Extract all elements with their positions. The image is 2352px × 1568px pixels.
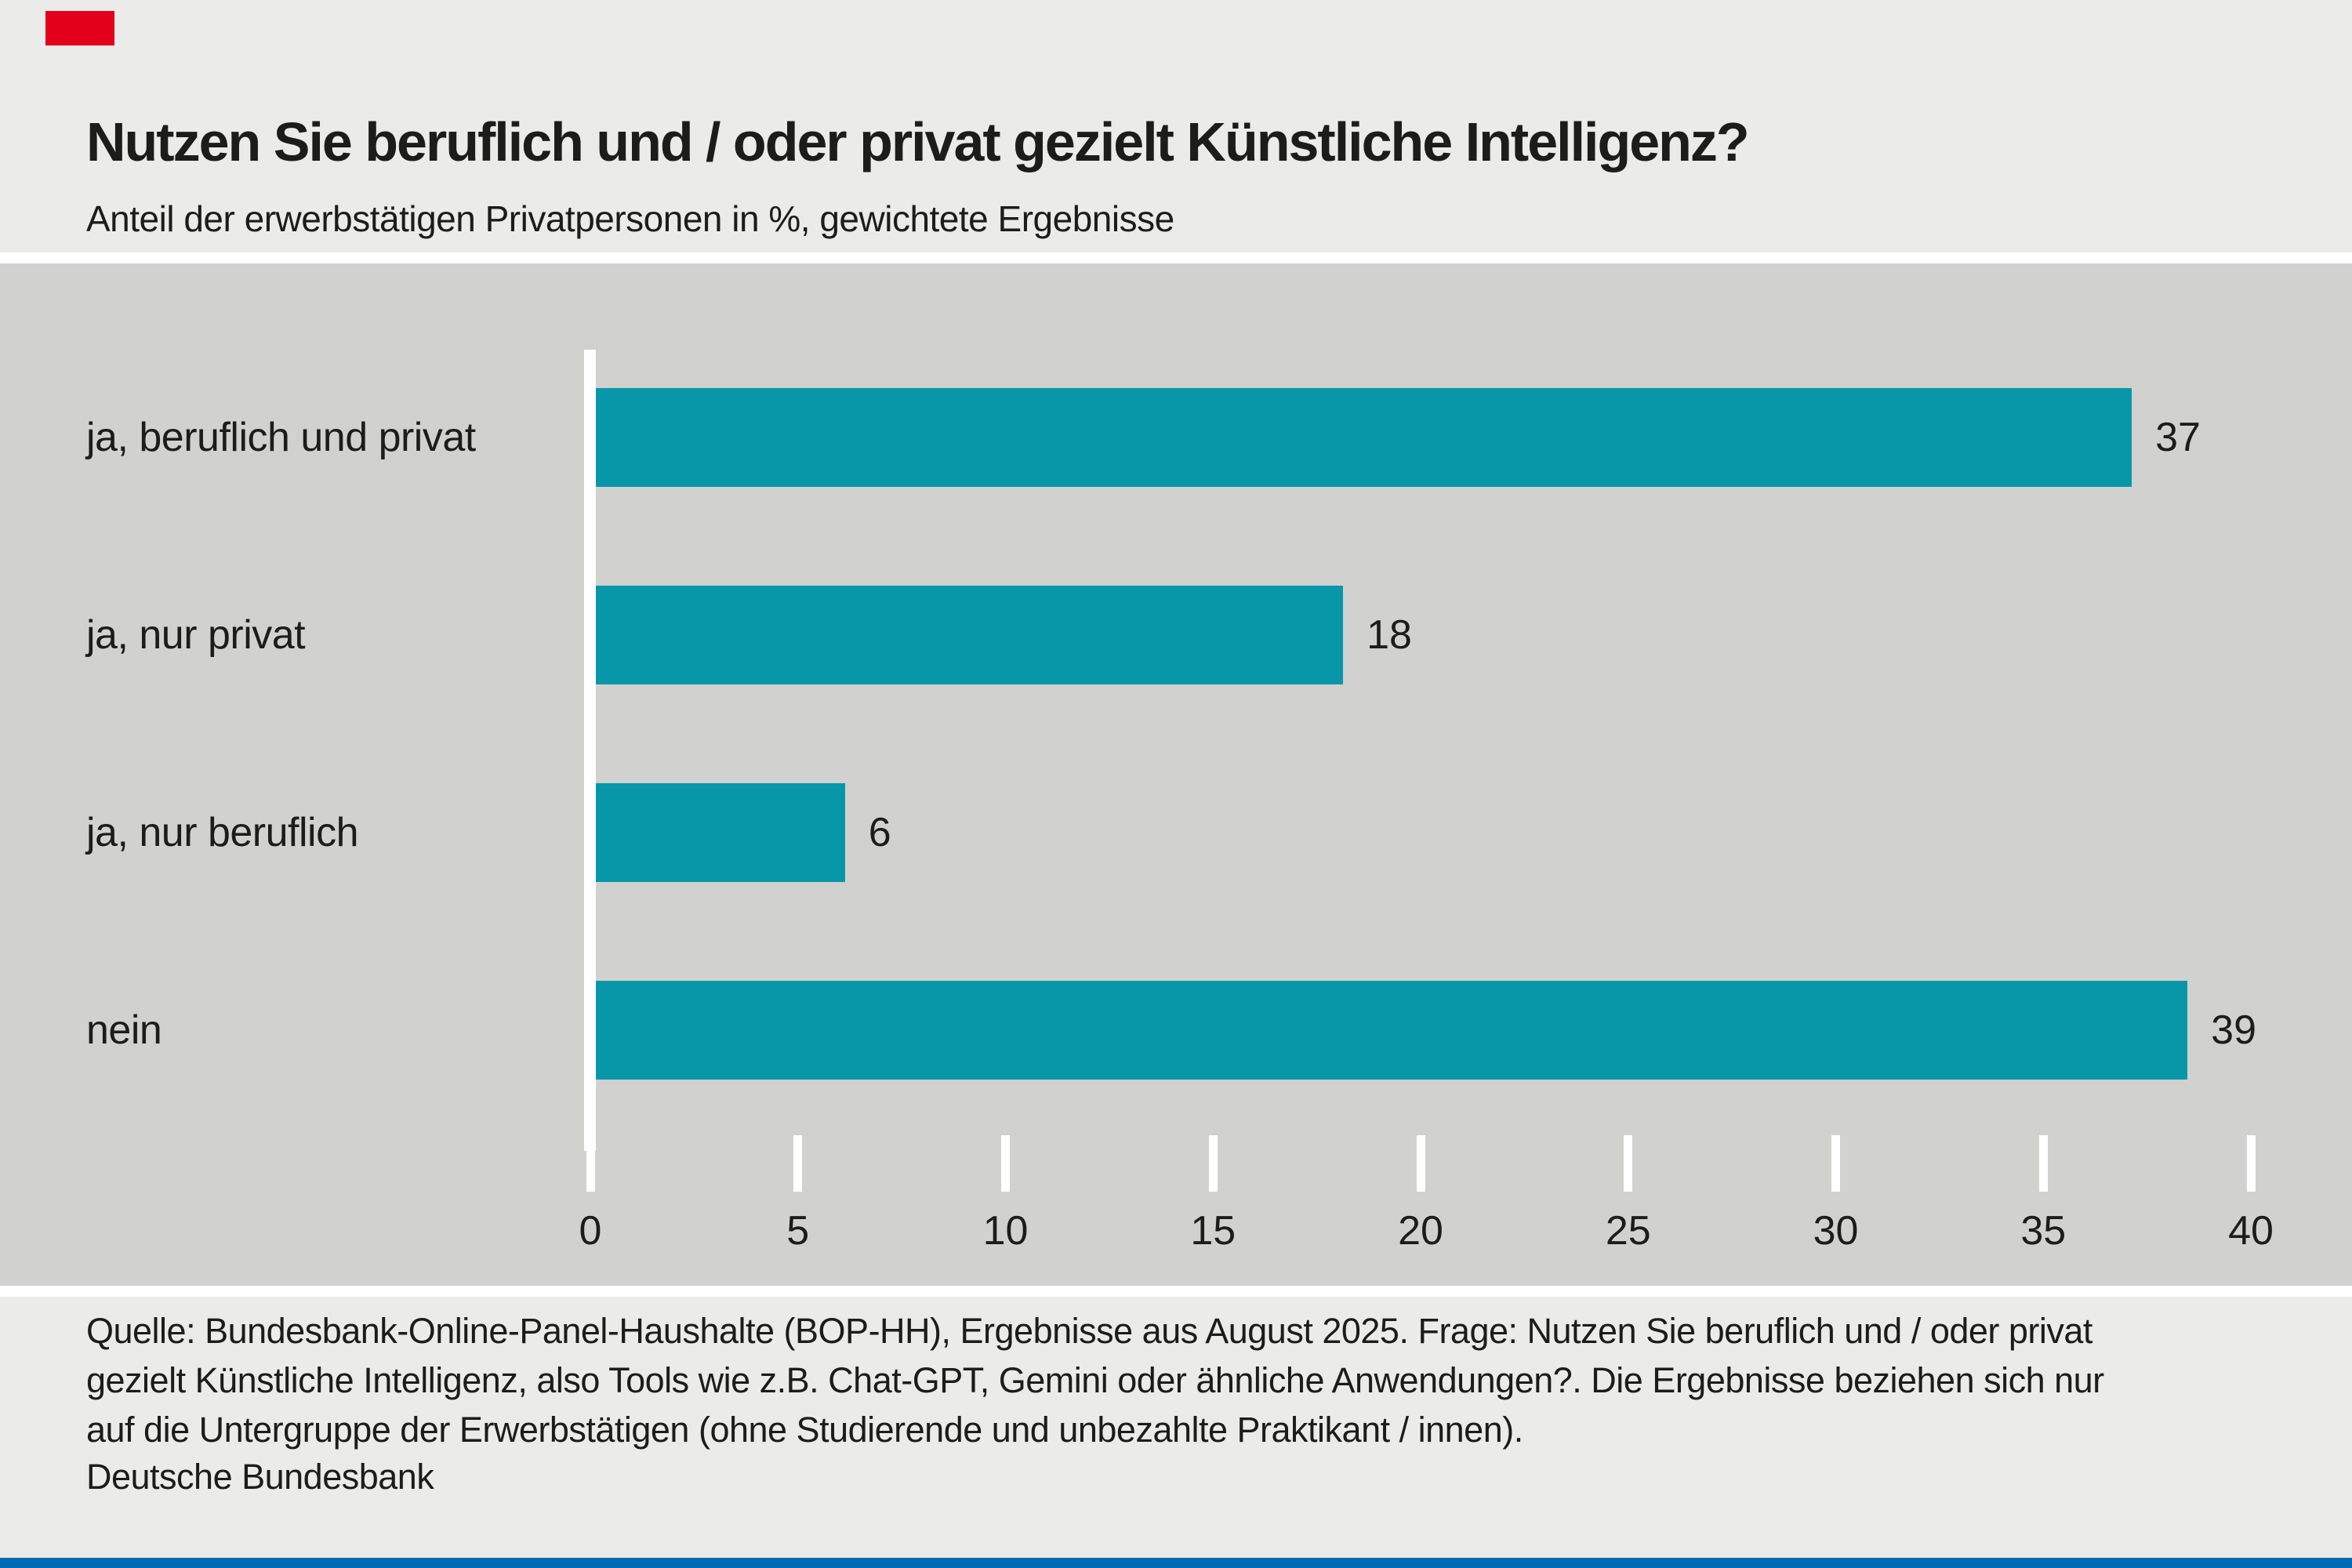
bar-row-3: ja, nur beruflich 6: [0, 783, 2352, 882]
x-axis-tick: 25: [1605, 1135, 1652, 1254]
tick-mark: [1001, 1135, 1010, 1192]
bar-track: 18: [596, 586, 2256, 684]
category-label: ja, nur beruflich: [86, 810, 359, 855]
x-axis-tick: 30: [1813, 1135, 1860, 1254]
plot-area: ja, beruflich und privat 37 ja, nur priv…: [0, 263, 2352, 1286]
tick-label: 35: [2020, 1208, 2067, 1254]
x-axis-tick: 15: [1189, 1135, 1236, 1254]
category-label: ja, beruflich und privat: [86, 415, 476, 460]
publisher-label: Deutsche Bundesbank: [86, 1457, 434, 1497]
x-axis-tick: 35: [2020, 1135, 2067, 1254]
tick-label: 0: [579, 1208, 602, 1254]
source-text-line: Quelle: Bundesbank-Online-Panel-Haushalt…: [86, 1311, 2092, 1351]
x-axis: 0 5 10 15 20 25 30 35: [567, 1135, 2274, 1254]
tick-mark: [1624, 1135, 1633, 1192]
chart-subtitle: Anteil der erwerbstätigen Privatpersonen…: [86, 198, 1174, 239]
bar: [596, 981, 2188, 1080]
value-label: 6: [868, 810, 891, 855]
tick-label: 25: [1605, 1208, 1651, 1254]
bar: [596, 783, 845, 882]
tick-label: 5: [786, 1208, 810, 1254]
x-axis-tick: 5: [775, 1135, 822, 1254]
x-axis-tick: 10: [982, 1135, 1029, 1254]
tick-mark: [586, 1135, 595, 1192]
bar: [596, 586, 1344, 684]
y-axis-line: [584, 350, 596, 1151]
bottom-accent-bar: [0, 1558, 2352, 1568]
bar-track: 6: [596, 783, 2256, 882]
bar: [596, 388, 2132, 487]
tick-label: 15: [1190, 1208, 1236, 1254]
tick-mark: [1208, 1135, 1218, 1192]
plot-footer-divider: [0, 1286, 2352, 1297]
source-text: Quelle: Bundesbank-Online-Panel-Haushalt…: [86, 1306, 2104, 1454]
tick-mark: [2246, 1135, 2256, 1192]
tick-label: 10: [982, 1208, 1029, 1254]
value-label: 39: [2211, 1007, 2256, 1053]
tick-label: 40: [2228, 1208, 2274, 1254]
x-axis-tick: 20: [1397, 1135, 1444, 1254]
bar-row-4: nein 39: [0, 981, 2352, 1080]
tick-mark: [1831, 1135, 1840, 1192]
tick-mark: [2038, 1135, 2048, 1192]
bar-track: 39: [596, 981, 2256, 1080]
bar-row-1: ja, beruflich und privat 37: [0, 388, 2352, 487]
category-label: nein: [86, 1007, 162, 1053]
x-axis-tick: 40: [2227, 1135, 2274, 1254]
tick-label: 20: [1398, 1208, 1443, 1254]
source-text-line: auf die Untergruppe der Erwerbstätigen (…: [86, 1410, 1523, 1450]
tick-mark: [793, 1135, 803, 1192]
bar-row-2: ja, nur privat 18: [0, 586, 2352, 684]
bar-track: 37: [596, 388, 2256, 487]
x-axis-tick: 0: [567, 1135, 614, 1254]
value-label: 37: [2155, 415, 2201, 460]
header-plot-divider: [0, 252, 2352, 263]
value-label: 18: [1367, 612, 1412, 658]
source-text-line: gezielt Künstliche Intelligenz, also Too…: [86, 1360, 2104, 1400]
bundesbank-brand-mark: [45, 11, 114, 45]
tick-mark: [1416, 1135, 1425, 1192]
tick-label: 30: [1813, 1208, 1859, 1254]
chart-title: Nutzen Sie beruflich und / oder privat g…: [86, 111, 1750, 172]
category-label: ja, nur privat: [86, 612, 306, 658]
